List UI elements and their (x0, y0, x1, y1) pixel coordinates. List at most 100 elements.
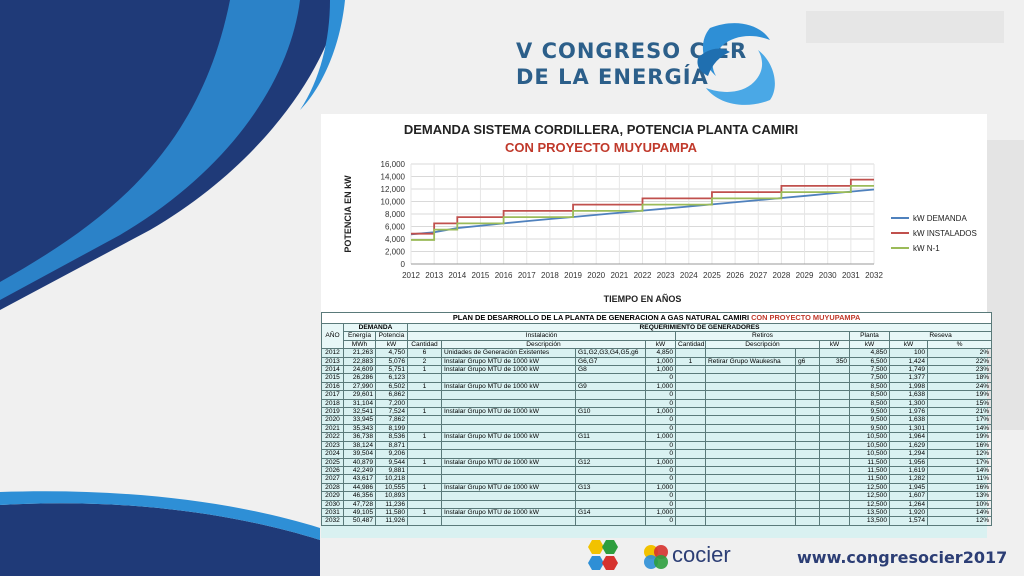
cell-runit (795, 449, 820, 459)
cell-rdesc (705, 474, 796, 484)
cell-rcant (675, 482, 706, 493)
plan-table-panel: PLAN DE DESARROLLO DE LA PLANTA DE GENER… (320, 312, 993, 538)
y-tick-label: 14,000 (381, 173, 406, 182)
cell-planta: 6,500 (849, 356, 890, 367)
cell-rdesc (705, 440, 796, 451)
cell-unidad: G14 (575, 507, 646, 518)
x-tick-label: 2026 (726, 271, 744, 280)
cell-rdesc (705, 432, 796, 442)
x-tick-label: 2031 (842, 271, 860, 280)
cell-runit (795, 415, 820, 425)
cell-pct: 18% (926, 373, 993, 383)
cell-kw: 1,000 (645, 356, 676, 367)
cell-planta: 11,500 (849, 474, 890, 484)
cell-reskw: 1,629 (889, 440, 928, 451)
cell-rkw (819, 440, 850, 451)
cell-rcant (675, 348, 706, 358)
cell-reskw: 1,976 (889, 407, 928, 417)
unit-cantidad-retiros: Cantidad (675, 339, 706, 350)
cell-energia: 46,356 (343, 491, 376, 501)
cell-planta: 10,500 (849, 432, 890, 442)
cocier-icon (644, 545, 668, 569)
cell-pct: 12% (926, 516, 993, 526)
unit-kw-instalacion: kW (645, 339, 676, 350)
cell-pct: 16% (926, 482, 993, 493)
cell-planta: 9,500 (849, 423, 890, 434)
header-potencia: Potencia (375, 331, 408, 341)
unit-mwh: MWh (343, 339, 376, 350)
cell-potencia: 6,502 (375, 381, 408, 392)
x-tick-label: 2022 (634, 271, 652, 280)
cell-planta: 9,500 (849, 407, 890, 417)
cell-pct: 14% (926, 423, 993, 434)
cell-rdesc (705, 449, 796, 459)
cell-rcant (675, 407, 706, 417)
cell-desc: Unidades de Generación Existentes (441, 348, 576, 358)
cell-reskw: 1,607 (889, 491, 928, 501)
cell-rkw (819, 415, 850, 425)
cell-rdesc (705, 516, 796, 526)
cell-ano: 2027 (321, 474, 344, 484)
cell-planta: 9,500 (849, 415, 890, 425)
cell-kw: 0 (645, 390, 676, 400)
cell-ano: 2025 (321, 457, 344, 467)
cell-energia: 24,609 (343, 365, 376, 375)
unit-kw-retiros: kW (819, 339, 850, 350)
table-row: 2016 27,990 6,502 1 Instalar Grupo MTU de 10… (321, 381, 993, 392)
table-row: 2027 43,617 10,218 0 11,500 1,282 11% (321, 474, 993, 484)
table-row: 2024 39,504 9,206 0 10,500 1,294 12% (321, 449, 993, 459)
cell-energia: 31,104 (343, 398, 376, 409)
cell-kw: 0 (645, 465, 676, 476)
cell-reskw: 1,264 (889, 499, 928, 509)
cell-cant (407, 398, 442, 409)
cell-runit (795, 491, 820, 501)
cell-reskw: 1,619 (889, 465, 928, 476)
cell-energia: 40,879 (343, 457, 376, 467)
cell-pct: 17% (926, 457, 993, 467)
cell-unidad (575, 499, 646, 509)
cell-pct: 15% (926, 398, 993, 409)
cell-cant: 1 (407, 482, 442, 493)
cell-planta: 7,500 (849, 365, 890, 375)
unit-descripcion-retiros: Descripción (705, 339, 820, 350)
cell-rcant (675, 423, 706, 434)
cell-rdesc (705, 365, 796, 375)
cell-runit (795, 507, 820, 518)
cell-cant (407, 516, 442, 526)
cell-planta: 12,500 (849, 491, 890, 501)
cell-rcant (675, 381, 706, 392)
x-tick-label: 2020 (587, 271, 605, 280)
cell-rdesc (705, 390, 796, 400)
unit-kw-reseva: kW (889, 339, 928, 350)
cell-desc: Instalar Grupo MTU de 1000 kW (441, 356, 576, 367)
cell-ano: 2014 (321, 365, 344, 375)
cell-rcant (675, 398, 706, 409)
cell-desc (441, 449, 576, 459)
cell-cant (407, 373, 442, 383)
cell-cant (407, 465, 442, 476)
cell-ano: 2020 (321, 415, 344, 425)
header-retiros: Retiros (675, 331, 850, 341)
unit-descripcion: Descripción (441, 339, 646, 350)
cell-desc (441, 499, 576, 509)
cell-runit (795, 516, 820, 526)
series-line-2 (411, 184, 874, 241)
cell-kw: 0 (645, 449, 676, 459)
unit-kw: kW (375, 339, 408, 350)
cell-potencia: 5,076 (375, 356, 408, 367)
table-row: 2017 29,601 6,862 0 8,500 1,638 19% (321, 390, 993, 400)
cell-energia: 47,728 (343, 499, 376, 509)
cell-reskw: 1,282 (889, 474, 928, 484)
cell-runit: g6 (795, 356, 820, 367)
cell-runit (795, 432, 820, 442)
x-tick-label: 2017 (518, 271, 536, 280)
cell-planta: 4,850 (849, 348, 890, 358)
cell-cant (407, 474, 442, 484)
cell-pct: 10% (926, 499, 993, 509)
cell-energia: 35,343 (343, 423, 376, 434)
cell-cant (407, 449, 442, 459)
cell-rkw (819, 449, 850, 459)
cell-cant (407, 415, 442, 425)
cell-kw: 1,000 (645, 457, 676, 467)
footer-url-link[interactable]: www.congresocier2017 (797, 548, 1008, 567)
